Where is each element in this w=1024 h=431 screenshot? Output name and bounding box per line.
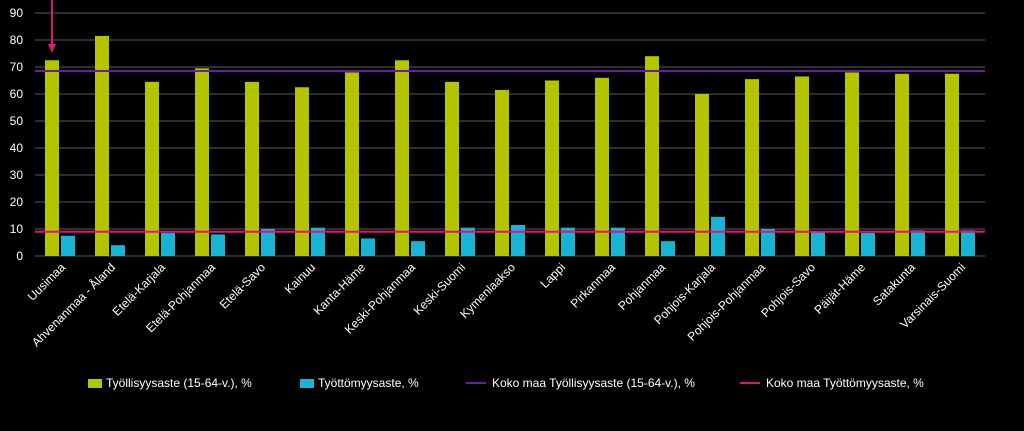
y-tick-label: 90 [10,6,24,20]
bar-employment [95,35,109,257]
annotations [48,0,56,53]
bars [45,35,975,257]
bar-employment [745,79,759,257]
x-tick-label: Pirkanmaa [568,260,619,311]
legend-item-employment: Työllisyysaste (15-64-v.), % [88,376,252,390]
bar-employment [395,60,409,256]
y-tick-label: 40 [10,141,24,155]
x-tick-label: Etelä-Savo [217,260,269,312]
y-tick-label: 80 [10,33,24,47]
x-tick-label: Uusimaa [25,260,69,304]
bar-employment [595,77,609,256]
bar-employment [945,73,959,256]
legend: Työllisyysaste (15-64-v.), % Työttömyysa… [0,372,1024,396]
bar-employment [895,73,909,256]
reference-lines [35,70,985,233]
legend-swatch-employment [88,378,102,388]
bar-employment [495,89,509,256]
bar-unemployment [611,227,625,256]
bar-employment [345,72,359,257]
bar-unemployment [411,241,425,256]
bar-employment [245,81,259,256]
y-axis: 0 10 20 30 40 50 60 70 80 90 [10,6,24,263]
bar-unemployment [361,238,375,256]
y-tick-label: 70 [10,60,24,74]
bar-employment [795,76,809,256]
x-tick-label: Pohjanmaa [615,260,668,313]
legend-swatch-national-unemployment [740,382,760,384]
bar-employment [45,60,59,256]
y-tick-label: 10 [10,222,24,236]
bar-unemployment [811,231,825,256]
bar-employment [445,81,459,256]
legend-label-unemployment: Työttömyysaste, % [318,376,419,390]
bar-unemployment [261,229,275,256]
y-tick-label: 20 [10,195,24,209]
legend-swatch-national-employment [466,382,486,384]
x-tick-label: Lappi [537,260,568,291]
y-tick-label: 50 [10,114,24,128]
bar-unemployment [61,235,75,256]
grid [35,12,985,257]
bar-employment [845,72,859,257]
bar-unemployment [511,224,525,256]
y-tick-label: 60 [10,87,24,101]
bar-unemployment [661,241,675,256]
bar-unemployment [111,245,125,256]
y-tick-label: 30 [10,168,24,182]
bar-employment [545,80,559,256]
legend-label-employment: Työllisyysaste (15-64-v.), % [106,376,252,390]
bar-unemployment [211,234,225,256]
bar-unemployment [861,233,875,256]
x-tick-label: Päijät-Häme [812,260,869,317]
x-tick-label: Kainuu [282,260,318,296]
bar-employment [145,81,159,256]
legend-swatch-unemployment [300,378,314,388]
bar-unemployment [311,227,325,256]
bar-employment [295,87,309,256]
legend-item-national-employment: Koko maa Työllisyysaste (15-64-v.), % [466,376,695,390]
legend-item-unemployment: Työttömyysaste, % [300,376,419,390]
bar-unemployment [761,229,775,256]
legend-label-national-unemployment: Koko maa Työttömyysaste, % [766,376,924,390]
bar-unemployment [911,230,925,256]
arrow-head-icon [48,44,56,53]
bar-unemployment [561,227,575,256]
bar-employment [195,68,209,256]
bar-employment [645,56,659,257]
bar-employment [695,94,709,256]
bar-unemployment [711,216,725,256]
bar-unemployment [461,227,475,256]
y-tick-label: 0 [16,249,23,263]
legend-label-national-employment: Koko maa Työllisyysaste (15-64-v.), % [492,376,695,390]
legend-item-national-unemployment: Koko maa Työttömyysaste, % [740,376,924,390]
bar-unemployment [961,230,975,256]
x-tick-label: Satakunta [870,260,918,308]
bar-unemployment [161,233,175,256]
x-tick-label: Pohjois-Savo [758,260,818,320]
x-tick-label: Ahvenanmaa - Åland [28,260,118,350]
